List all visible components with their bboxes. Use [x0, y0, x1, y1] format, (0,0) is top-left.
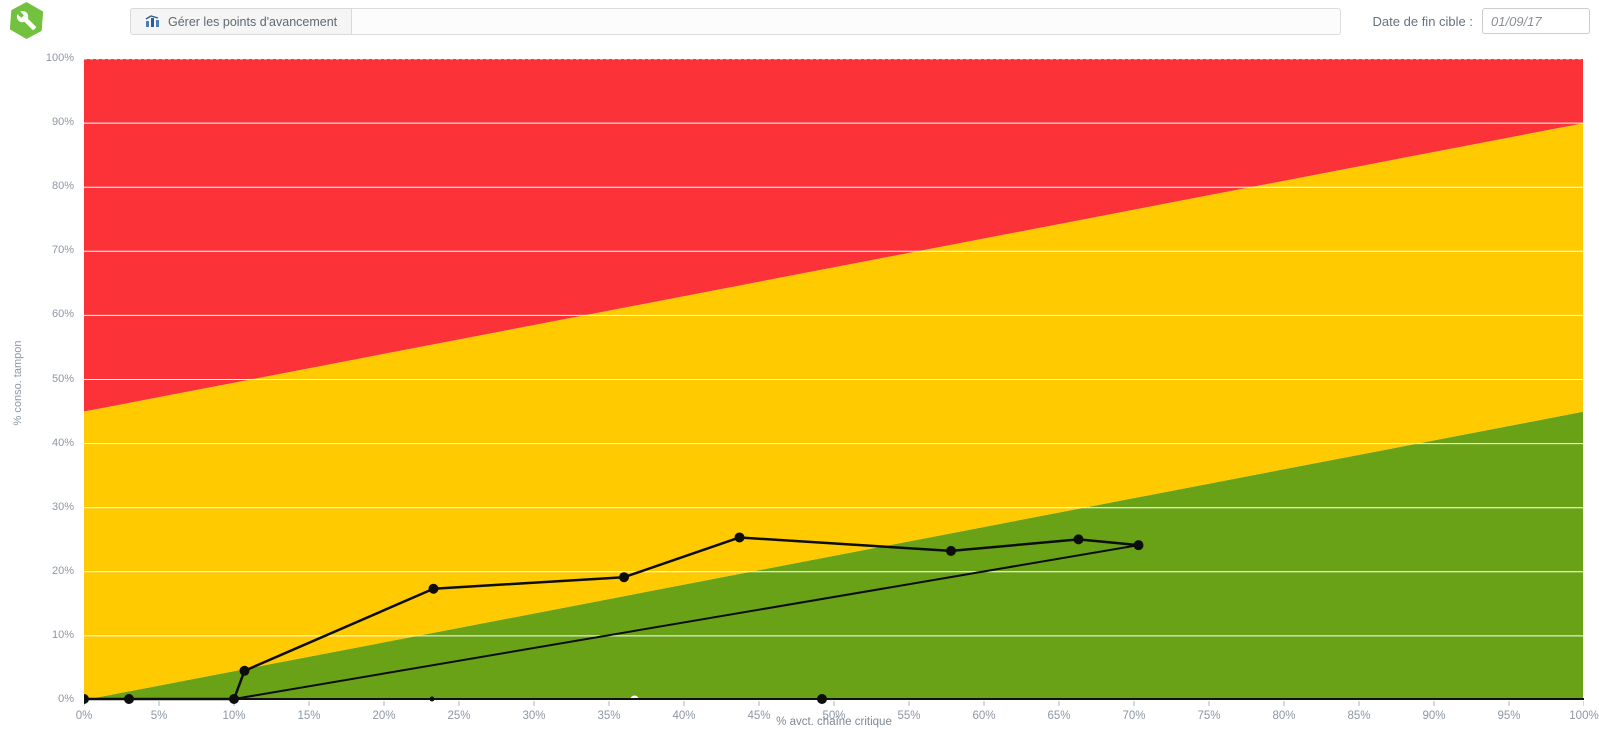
wrench-icon	[16, 10, 37, 31]
y-tick-label: 90%	[51, 116, 74, 129]
bar-chart-icon	[145, 15, 159, 27]
x-tick-label: 100%	[1569, 710, 1599, 722]
red-action-zone	[84, 59, 1584, 412]
y-tick-label: 40%	[51, 436, 74, 449]
y-tick-label: 10%	[51, 628, 74, 641]
progress-point-current	[817, 694, 827, 704]
x-tick-label: 0%	[75, 710, 93, 722]
x-tick-label: 30%	[522, 710, 546, 722]
green-ok-zone	[84, 411, 1584, 700]
x-tick-label: 80%	[1272, 710, 1296, 722]
data-point	[734, 532, 745, 543]
toolbar-empty-area	[352, 8, 1341, 35]
x-tick-label: 35%	[597, 710, 621, 722]
x-tick-label: 95%	[1497, 710, 1521, 722]
projection-line	[233, 544, 1139, 700]
y-tick-label: 0%	[58, 693, 74, 705]
x-tick-label: 65%	[1047, 710, 1071, 722]
y-tick-label: 20%	[51, 564, 74, 577]
data-point	[239, 665, 250, 676]
data-point	[124, 694, 134, 704]
target-date-input[interactable]	[1482, 8, 1590, 34]
x-tick-label: 60%	[972, 710, 996, 722]
data-point	[229, 694, 239, 704]
x-tick-label: 85%	[1347, 710, 1371, 722]
progress-point-small	[429, 696, 435, 702]
data-point	[1133, 540, 1144, 551]
x-tick-label: 75%	[1197, 710, 1221, 722]
x-tick-label: 10%	[222, 710, 246, 722]
y-tick-label: 80%	[51, 180, 74, 193]
x-tick-label: 5%	[150, 710, 168, 722]
fever-chart: % conso. tampon % avct. chaîne critique …	[0, 45, 1599, 750]
data-point	[84, 694, 89, 704]
x-tick-label: 90%	[1422, 710, 1446, 722]
target-date-label: Date de fin cible :	[1372, 13, 1473, 29]
x-tick-label: 50%	[822, 710, 846, 722]
y-tick-label: 30%	[51, 500, 74, 513]
data-point	[1073, 534, 1084, 545]
buffer-consumption-curve	[84, 536, 1139, 701]
target-date-group: Date de fin cible :	[1373, 6, 1590, 36]
x-tick-label: 45%	[747, 710, 771, 722]
x-tick-label: 40%	[672, 710, 696, 722]
data-point	[428, 583, 439, 594]
data-point	[946, 545, 956, 556]
manage-progress-points-label: Gérer les points d'avancement	[168, 14, 338, 29]
wrench-hexagon-icon	[9, 2, 44, 39]
x-tick-label: 25%	[447, 710, 471, 722]
x-tick-label: 70%	[1122, 710, 1146, 722]
y-tick-label: 50%	[51, 372, 74, 385]
x-tick-label: 20%	[372, 710, 396, 722]
plot-svg	[84, 59, 1584, 706]
y-tick-label: 70%	[51, 244, 74, 257]
y-tick-label: 100%	[45, 52, 74, 64]
manage-progress-points-button[interactable]: Gérer les points d'avancement	[130, 8, 353, 35]
y-tick-label: 60%	[51, 308, 74, 321]
x-tick-label: 15%	[297, 710, 321, 722]
x-axis-title: % avct. chaîne critique	[776, 716, 892, 728]
x-tick-label: 55%	[897, 710, 921, 722]
data-point	[619, 572, 629, 583]
toolbar: Gérer les points d'avancement	[130, 8, 1341, 35]
yellow-watch-zone	[84, 123, 1584, 701]
